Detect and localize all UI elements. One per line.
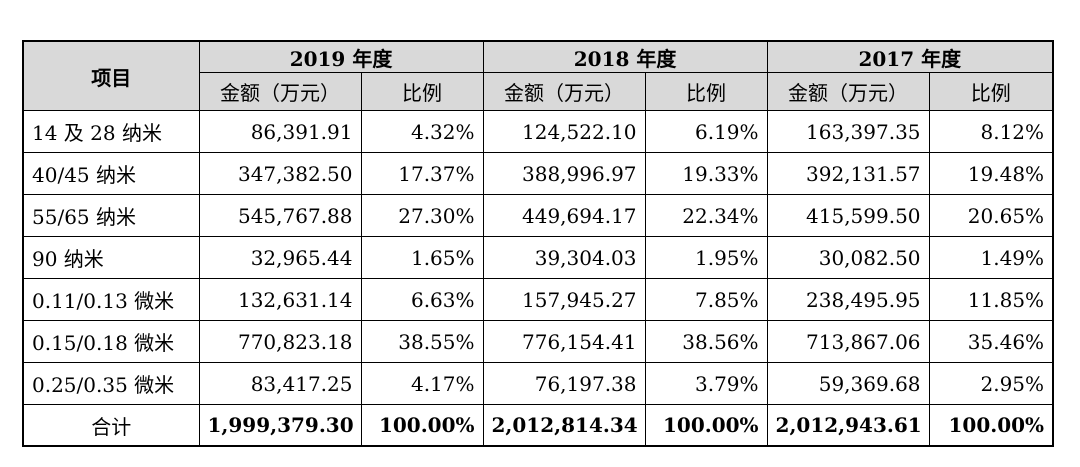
amount-cell: 713,867.06 <box>766 320 930 363</box>
amount-cell: 545,767.88 <box>198 194 362 237</box>
amount-cell: 388,996.97 <box>482 152 646 195</box>
amount-cell: 83,417.25 <box>198 362 362 405</box>
sub-header-row: 金额（万元） 比例 金额（万元） 比例 金额（万元） 比例 <box>23 72 1054 111</box>
ratio-cell: 7.85% <box>644 278 768 321</box>
table-row: 40/45 纳米 347,382.50 17.37% 388,996.97 19… <box>22 152 1054 195</box>
ratio-cell: 1.49% <box>928 236 1054 279</box>
ratio-cell: 3.79% <box>644 362 768 405</box>
amount-cell: 163,397.35 <box>766 110 930 153</box>
amount-cell: 32,965.44 <box>198 236 362 279</box>
amount-cell: 415,599.50 <box>766 194 930 237</box>
amount-header-2017: 金额（万元） <box>766 72 930 111</box>
table-row: 0.11/0.13 微米 132,631.14 6.63% 157,945.27… <box>22 278 1054 321</box>
ratio-cell: 11.85% <box>928 278 1054 321</box>
amount-cell: 157,945.27 <box>482 278 646 321</box>
item-column-header: 项目 <box>22 40 200 111</box>
revenue-by-process-table: 项目 2019 年度 2018 年度 2017 年度 金额（万元） 比例 金额（… <box>22 40 1055 447</box>
year-header-row: 项目 2019 年度 2018 年度 2017 年度 <box>22 40 1054 111</box>
total-label: 合计 <box>22 404 200 447</box>
row-label: 14 及 28 纳米 <box>22 110 200 153</box>
amount-cell: 30,082.50 <box>766 236 930 279</box>
table-header: 项目 2019 年度 2018 年度 2017 年度 金额（万元） 比例 金额（… <box>22 40 1054 111</box>
ratio-cell: 35.46% <box>928 320 1054 363</box>
table-body: 14 及 28 纳米 86,391.91 4.32% 124,522.10 6.… <box>22 110 1054 447</box>
table-row: 55/65 纳米 545,767.88 27.30% 449,694.17 22… <box>22 194 1054 237</box>
row-label: 0.11/0.13 微米 <box>22 278 200 321</box>
row-label: 0.15/0.18 微米 <box>22 320 200 363</box>
total-ratio-2018: 100.00% <box>644 404 768 447</box>
year-header-2018: 2018 年度 <box>482 40 768 73</box>
ratio-cell: 38.55% <box>360 320 484 363</box>
amount-cell: 59,369.68 <box>766 362 930 405</box>
total-row: 合计 1,999,379.30 100.00% 2,012,814.34 100… <box>22 404 1054 447</box>
amount-cell: 76,197.38 <box>482 362 646 405</box>
ratio-cell: 6.63% <box>360 278 484 321</box>
table-row: 14 及 28 纳米 86,391.91 4.32% 124,522.10 6.… <box>22 110 1054 153</box>
total-ratio-2017: 100.00% <box>928 404 1054 447</box>
row-label: 40/45 纳米 <box>22 152 200 195</box>
amount-cell: 39,304.03 <box>482 236 646 279</box>
amount-cell: 132,631.14 <box>198 278 362 321</box>
ratio-cell: 22.34% <box>644 194 768 237</box>
total-ratio-2019: 100.00% <box>360 404 484 447</box>
amount-cell: 238,495.95 <box>766 278 930 321</box>
total-amount-2018: 2,012,814.34 <box>482 404 646 447</box>
amount-cell: 449,694.17 <box>482 194 646 237</box>
table-row: 0.25/0.35 微米 83,417.25 4.17% 76,197.38 3… <box>22 362 1054 405</box>
row-label: 90 纳米 <box>22 236 200 279</box>
ratio-cell: 27.30% <box>360 194 484 237</box>
amount-cell: 770,823.18 <box>198 320 362 363</box>
ratio-cell: 38.56% <box>644 320 768 363</box>
ratio-cell: 20.65% <box>928 194 1054 237</box>
ratio-cell: 1.65% <box>360 236 484 279</box>
amount-header-2019: 金额（万元） <box>198 72 362 111</box>
ratio-cell: 6.19% <box>644 110 768 153</box>
ratio-cell: 8.12% <box>928 110 1054 153</box>
year-header-2019: 2019 年度 <box>198 40 484 73</box>
ratio-cell: 4.32% <box>360 110 484 153</box>
ratio-cell: 2.95% <box>928 362 1054 405</box>
ratio-cell: 19.48% <box>928 152 1054 195</box>
table-row: 90 纳米 32,965.44 1.65% 39,304.03 1.95% 30… <box>22 236 1054 279</box>
row-label: 55/65 纳米 <box>22 194 200 237</box>
total-amount-2017: 2,012,943.61 <box>766 404 930 447</box>
ratio-cell: 17.37% <box>360 152 484 195</box>
amount-cell: 776,154.41 <box>482 320 646 363</box>
ratio-cell: 1.95% <box>644 236 768 279</box>
table-row: 0.15/0.18 微米 770,823.18 38.55% 776,154.4… <box>22 320 1054 363</box>
ratio-cell: 19.33% <box>644 152 768 195</box>
amount-cell: 392,131.57 <box>766 152 930 195</box>
amount-cell: 124,522.10 <box>482 110 646 153</box>
amount-cell: 86,391.91 <box>198 110 362 153</box>
ratio-header-2019: 比例 <box>360 72 484 111</box>
amount-cell: 347,382.50 <box>198 152 362 195</box>
ratio-header-2018: 比例 <box>644 72 768 111</box>
ratio-cell: 4.17% <box>360 362 484 405</box>
ratio-header-2017: 比例 <box>928 72 1054 111</box>
year-header-2017: 2017 年度 <box>766 40 1054 73</box>
amount-header-2018: 金额（万元） <box>482 72 646 111</box>
total-amount-2019: 1,999,379.30 <box>198 404 362 447</box>
row-label: 0.25/0.35 微米 <box>22 362 200 405</box>
